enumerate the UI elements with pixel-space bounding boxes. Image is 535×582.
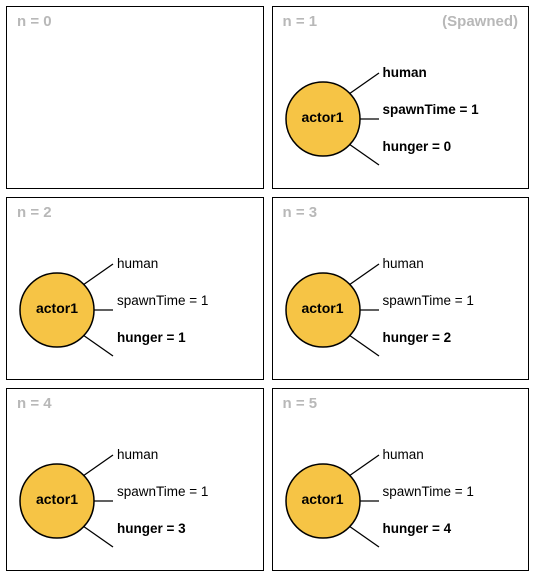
- panel-title: n = 1: [283, 13, 318, 30]
- panel-title: n = 0: [17, 13, 52, 30]
- panel-4: n = 4 actor1 human spawnTime = 1 hunger = 3: [6, 388, 264, 571]
- panel-title: n = 5: [283, 395, 318, 412]
- attribute-row: spawnTime = 1: [383, 102, 479, 117]
- panel-title: n = 3: [283, 204, 318, 221]
- attribute-row: spawnTime = 1: [117, 484, 208, 499]
- actor-node: actor1 human spawnTime = 1 hunger = 3: [17, 441, 257, 561]
- attribute-row: hunger = 1: [117, 330, 208, 345]
- attribute-list: human spawnTime = 1 hunger = 4: [383, 441, 474, 536]
- attribute-row: human: [383, 447, 474, 462]
- attribute-row: human: [117, 256, 208, 271]
- diagram-grid: n = 0 n = 1 (Spawned) actor1 human spawnTime …: [6, 6, 529, 571]
- actor-label: actor1: [283, 109, 363, 125]
- actor-label: actor1: [283, 491, 363, 507]
- attribute-list: human spawnTime = 1 hunger = 2: [383, 250, 474, 345]
- attribute-row: spawnTime = 1: [117, 293, 208, 308]
- actor-label: actor1: [283, 300, 363, 316]
- panel-tag: (Spawned): [442, 13, 518, 30]
- actor-node: actor1 human spawnTime = 1 hunger = 0: [283, 59, 523, 179]
- attribute-row: hunger = 2: [383, 330, 474, 345]
- attribute-list: human spawnTime = 1 hunger = 1: [117, 250, 208, 345]
- panel-0: n = 0: [6, 6, 264, 189]
- attribute-list: human spawnTime = 1 hunger = 3: [117, 441, 208, 536]
- attribute-row: human: [117, 447, 208, 462]
- panel-title: n = 4: [17, 395, 52, 412]
- actor-node: actor1 human spawnTime = 1 hunger = 1: [17, 250, 257, 370]
- attribute-row: human: [383, 65, 479, 80]
- actor-node: actor1 human spawnTime = 1 hunger = 4: [283, 441, 523, 561]
- actor-label: actor1: [17, 491, 97, 507]
- attribute-row: spawnTime = 1: [383, 484, 474, 499]
- attribute-row: hunger = 0: [383, 139, 479, 154]
- attribute-row: hunger = 4: [383, 521, 474, 536]
- panel-2: n = 2 actor1 human spawnTime = 1 hunger = 1: [6, 197, 264, 380]
- attribute-row: spawnTime = 1: [383, 293, 474, 308]
- actor-node: actor1 human spawnTime = 1 hunger = 2: [283, 250, 523, 370]
- attribute-list: human spawnTime = 1 hunger = 0: [383, 59, 479, 154]
- panel-title: n = 2: [17, 204, 52, 221]
- panel-5: n = 5 actor1 human spawnTime = 1 hunger = 4: [272, 388, 530, 571]
- panel-1: n = 1(Spawned)actor1humanspawnTime = 1hu…: [272, 6, 530, 189]
- panel-3: n = 3 actor1 human spawnTime = 1 hunger = 2: [272, 197, 530, 380]
- actor-label: actor1: [17, 300, 97, 316]
- attribute-row: hunger = 3: [117, 521, 208, 536]
- attribute-row: human: [383, 256, 474, 271]
